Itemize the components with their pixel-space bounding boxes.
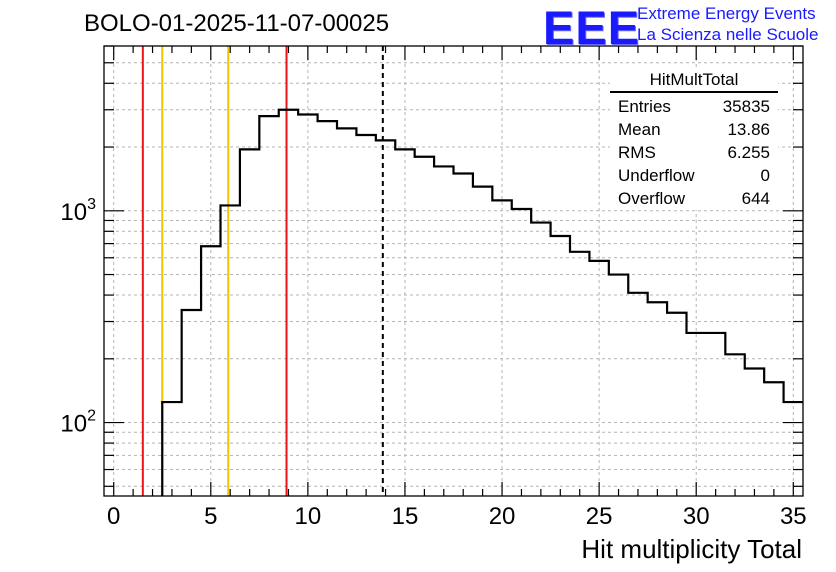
x-tick-label: 10	[295, 503, 322, 530]
logo-line-1: Extreme Energy Events	[637, 4, 816, 23]
stats-value: 644	[741, 189, 770, 208]
y-tick-label: 102	[60, 408, 96, 438]
axis-ticks	[104, 45, 803, 496]
x-axis-label: Hit multiplicity Total	[581, 534, 802, 564]
plot-frame	[103, 45, 804, 497]
stats-row: Entries 35835	[610, 95, 778, 118]
stats-row: Mean 13.86	[610, 118, 778, 141]
logo-line-2: La Scienza nelle Scuole	[637, 25, 819, 44]
stats-label: Overflow	[618, 189, 686, 208]
x-tick-label: 25	[586, 503, 613, 530]
chart-title: BOLO-01-2025-11-07-00025	[84, 10, 390, 37]
x-tick-label: 15	[392, 503, 419, 530]
stats-box: HitMultTotal Entries 35835 Mean 13.86 RMS 6…	[610, 70, 778, 210]
histogram-line	[161, 108, 803, 496]
stats-value: 0	[760, 166, 770, 185]
x-tick-label: 30	[683, 503, 710, 530]
stats-value: 13.86	[727, 120, 770, 139]
stats-value: 6.255	[727, 143, 770, 162]
stats-label: Underflow	[618, 166, 695, 185]
grid-lines	[104, 45, 803, 496]
x-tick-label: 20	[489, 503, 516, 530]
x-tick-label: 5	[204, 503, 217, 530]
stats-label: Mean	[618, 120, 661, 139]
y-tick-label: 103	[60, 196, 96, 226]
stats-row: Underflow 0	[610, 164, 778, 187]
stats-row: Overflow 644	[610, 187, 778, 210]
stats-title: HitMultTotal	[610, 70, 778, 93]
tick-labels: 0 5 10 15 20 25 30 35 102 103	[60, 196, 806, 530]
x-tick-label: 35	[780, 503, 807, 530]
x-tick-label: 0	[107, 503, 120, 530]
stats-value: 35835	[722, 97, 770, 116]
stats-row: RMS 6.255	[610, 141, 778, 164]
marker-lines	[141, 46, 384, 496]
stats-label: RMS	[618, 143, 656, 162]
eee-logo: EEE	[543, 1, 641, 54]
stats-label: Entries	[618, 97, 671, 116]
